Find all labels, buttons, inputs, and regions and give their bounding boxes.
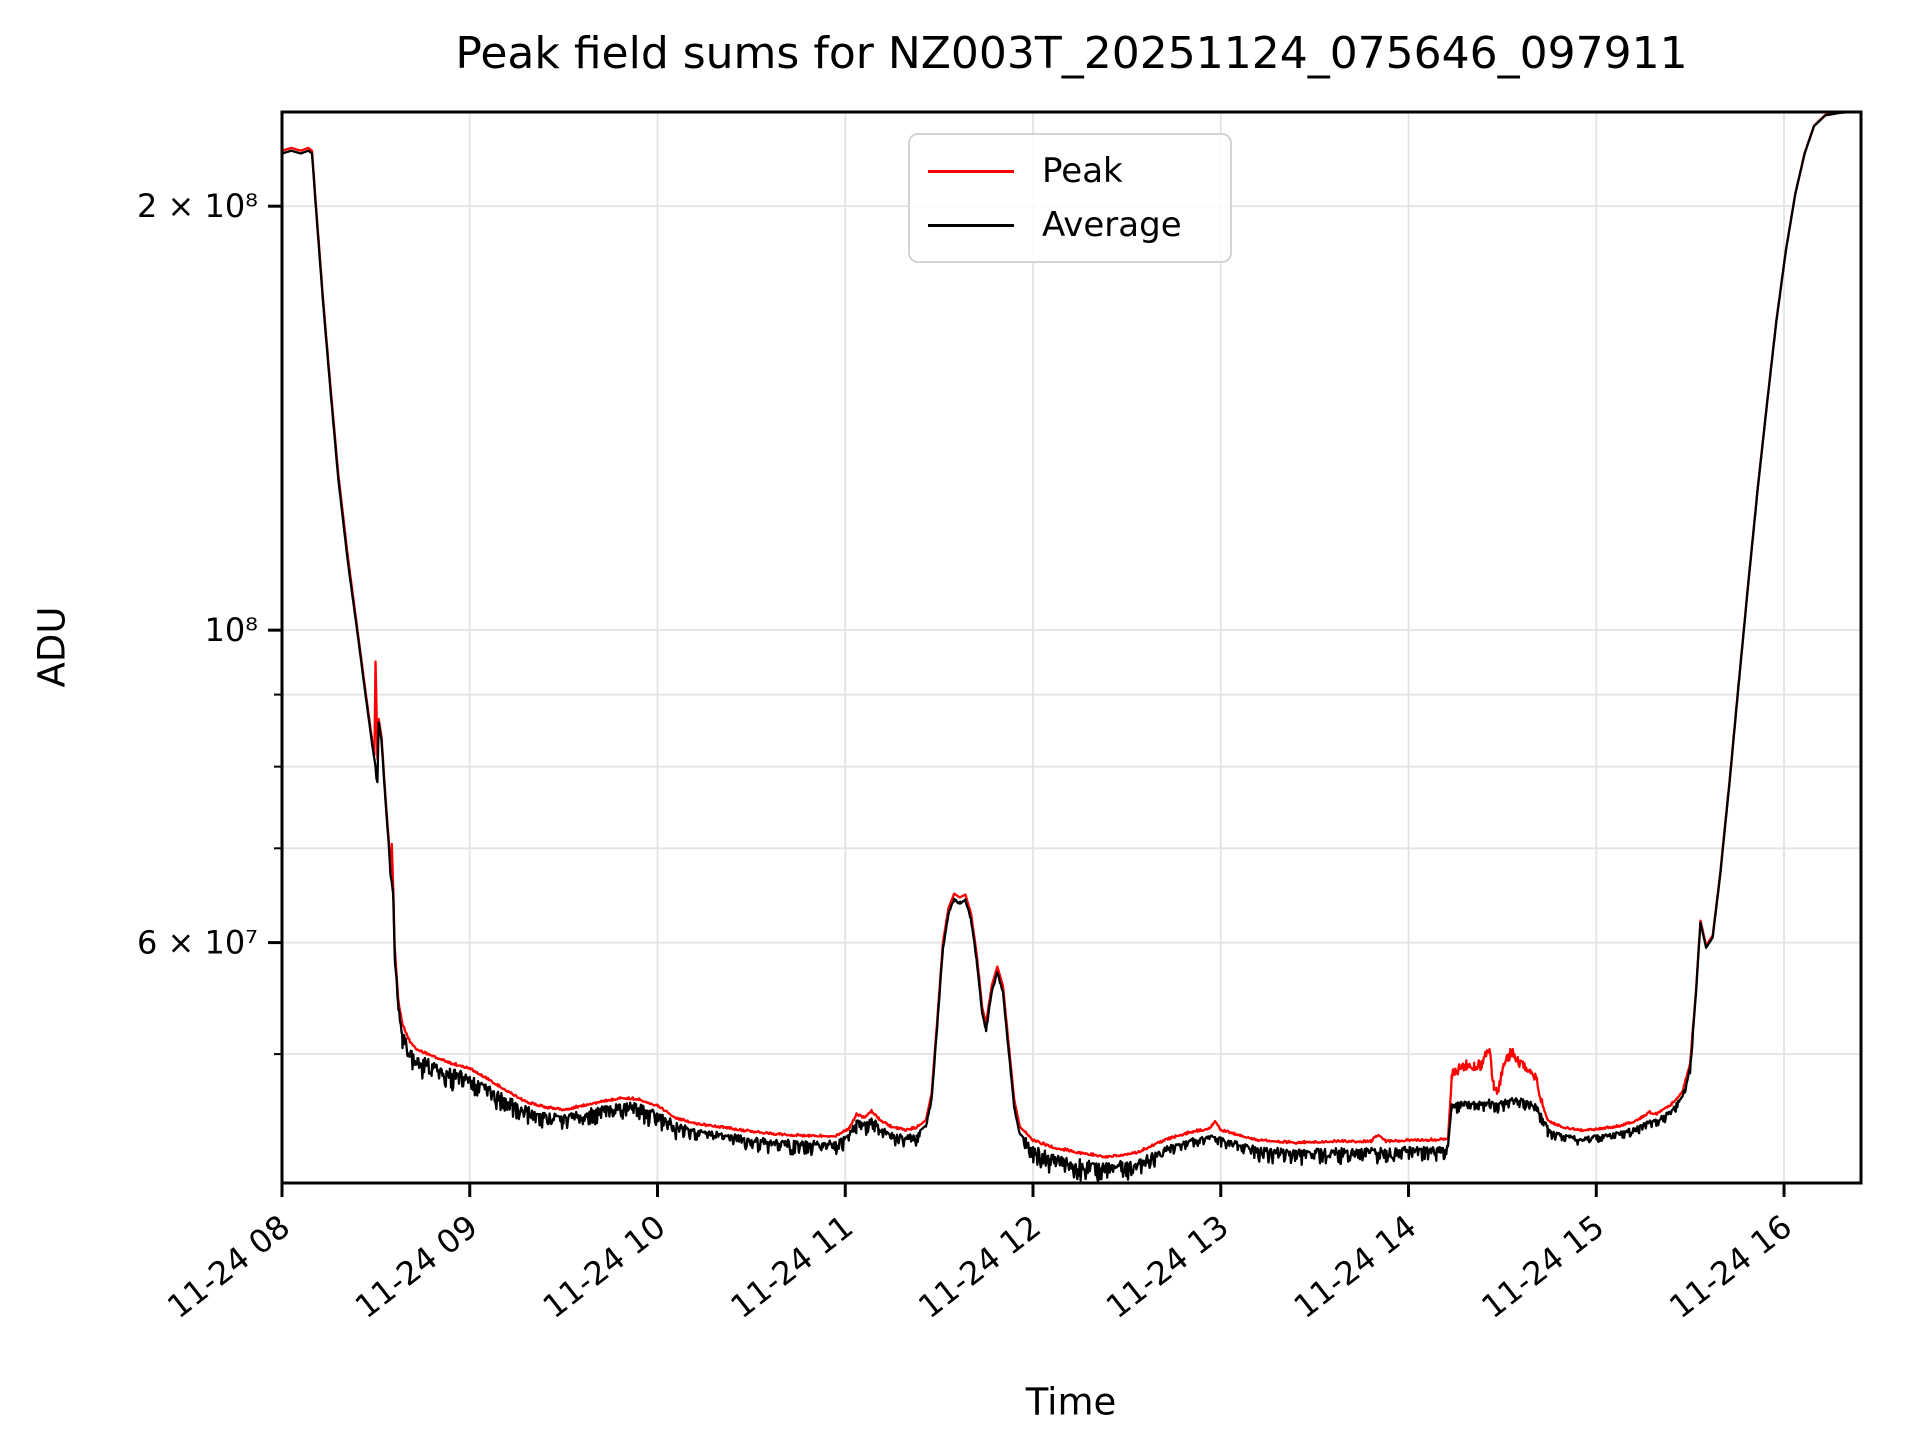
axes-spines: [280, 110, 1863, 1185]
chart-title: Peak field sums for NZ003T_20251124_0756…: [455, 28, 1688, 79]
x-tick-label: 11-24 11: [723, 1207, 860, 1326]
x-tick-label: 11-24 14: [1287, 1207, 1424, 1326]
peak-line-swatch: [928, 169, 1014, 173]
average-line-swatch: [928, 223, 1014, 227]
x-tick-label: 11-24 12: [911, 1207, 1048, 1326]
tick-marks: [268, 204, 1786, 1197]
legend-item-peak: Peak: [928, 151, 1230, 191]
x-tick-label: 11-24 09: [348, 1207, 485, 1326]
x-tick-label: 11-24 10: [536, 1207, 673, 1326]
x-tick-label: 11-24 08: [160, 1207, 297, 1326]
legend: Peak Average: [908, 133, 1232, 263]
x-tick-label: 11-24 16: [1662, 1207, 1799, 1326]
series-line-average: [282, 112, 1861, 1183]
y-tick-label: 6 × 10⁷: [137, 924, 258, 962]
legend-label-peak: Peak: [1042, 151, 1123, 191]
x-tick-label: 11-24 13: [1099, 1207, 1236, 1326]
y-axis-label: ADU: [30, 606, 74, 688]
tick-labels: 11-24 08 11-24 09 11-24 10 11-24 11 11-24 12…: [137, 187, 1799, 1326]
legend-label-average: Average: [1042, 205, 1182, 245]
x-tick-label: 11-24 15: [1474, 1207, 1611, 1326]
y-tick-label: 2 × 10⁸: [137, 187, 258, 225]
series-group: [282, 112, 1861, 1183]
legend-item-average: Average: [928, 205, 1230, 245]
grid-lines: [282, 112, 1861, 1183]
series-line-peak: [282, 112, 1855, 1159]
y-tick-label: 10⁸: [204, 611, 258, 649]
x-axis-label: Time: [1025, 1380, 1117, 1424]
